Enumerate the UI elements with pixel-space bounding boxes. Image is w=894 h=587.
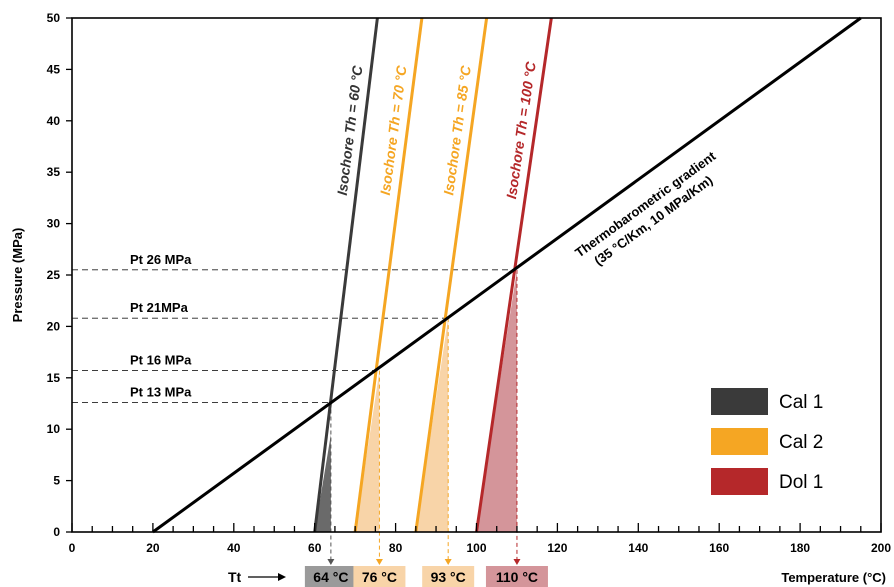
shaded-regions [314,269,517,532]
x-tick-label: 180 [790,541,810,555]
x-axis-label: Temperature (°C) [781,570,886,585]
x-tick-label: 80 [389,541,403,555]
y-tick-label: 30 [47,217,61,231]
y-tick-label: 25 [47,268,61,282]
legend-label: Cal 2 [779,432,823,453]
series-line [414,17,489,533]
y-tick-label: 45 [47,62,61,76]
gradient-label: Thermobarometric gradient [572,148,719,260]
arrow-head-icon [444,559,452,565]
isochore-label: Isochore Th = 70 °C [377,64,410,196]
axes: 0 20 40 60 80 100 120 140 160 180 200 0 5 10 15 20 25 30 3… [47,11,892,555]
y-tick-label: 15 [47,371,61,385]
guide-lines [72,269,521,565]
arrow-head-icon [327,559,335,565]
tt-value: 64 °C [313,569,348,585]
tt-arrow-icon [278,573,286,581]
trapping-point-label: Pt 13 MPa [130,384,192,399]
legend: Cal 1 Cal 2 Dol 1 [711,388,823,495]
y-tick-label: 5 [53,474,60,488]
series-line [152,16,862,534]
x-tick-label: 0 [69,541,76,555]
series-line [313,17,379,533]
y-tick-label: 10 [47,422,61,436]
tt-label: Tt [228,569,242,585]
isochore-label: Isochore Th = 60 °C [334,64,366,196]
trapping-point-label: Pt 21MPa [130,300,189,315]
legend-label: Dol 1 [779,472,823,493]
x-tick-label: 120 [547,541,567,555]
tt-value-box [422,566,475,587]
trapping-temperatures: Tt 64 °C 76 °C 93 °C 110 °C [228,566,548,587]
tt-value-box [353,566,406,587]
shaded-region [314,434,331,532]
tt-value-box [485,566,548,587]
x-tick-label: 60 [308,541,322,555]
legend-swatch [711,428,768,455]
y-tick-label: 0 [53,525,60,539]
trapping-point-label: Pt 16 MPa [130,353,192,368]
x-tick-label: 160 [709,541,729,555]
trapping-point-label: Pt 26 MPa [130,252,192,267]
arrow-head-icon [375,559,383,565]
tt-value: 76 °C [362,569,397,585]
tt-value: 110 °C [496,569,538,585]
y-tick-label: 20 [47,319,61,333]
x-tick-label: 140 [628,541,648,555]
legend-label: Cal 1 [779,392,823,413]
series-line [475,17,553,533]
y-tick-label: 50 [47,11,61,25]
x-tick-label: 100 [466,541,486,555]
y-axis-label: Pressure (MPa) [10,228,25,323]
arrow-head-icon [513,559,521,565]
tt-value: 93 °C [431,569,466,585]
series-lines [152,16,862,534]
x-tick-label: 20 [146,541,160,555]
y-tick-label: 40 [47,114,61,128]
legend-swatch [711,388,768,415]
x-tick-label: 200 [871,541,891,555]
isochore-label: Isochore Th = 85 °C [440,64,474,196]
legend-swatch [711,468,768,495]
x-tick-label: 40 [227,541,241,555]
series-line [353,17,424,533]
tt-value-box [304,566,357,587]
y-tick-label: 35 [47,165,61,179]
